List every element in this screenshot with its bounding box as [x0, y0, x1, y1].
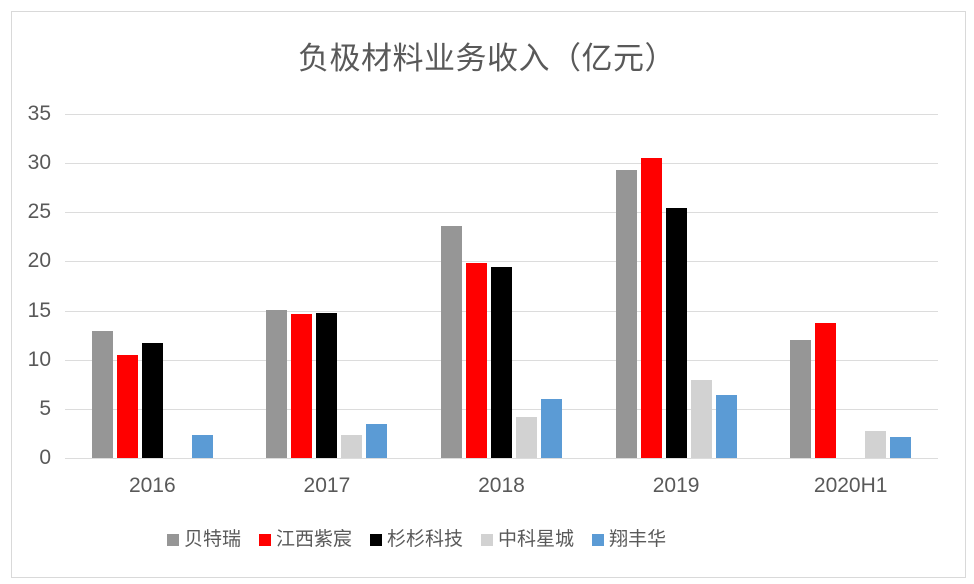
bar-beiterui-2018: [440, 226, 462, 458]
bar-jiangxi-zichen-2016: [116, 354, 138, 458]
plot-area: 0 5 10 15 20 25 30 35 2016 2017 2018 2019 2020H1: [28, 103, 938, 497]
legend-swatch-xiangfenghua: [592, 534, 605, 546]
y-axis-tick-label-5: 5: [39, 396, 51, 420]
bar-shanshan-keji-2017: [316, 312, 338, 458]
bar-xiangfenghua-2017: [366, 423, 388, 458]
y-axis-tick-label-15: 15: [27, 298, 51, 322]
bar-beiterui-2017: [266, 309, 288, 458]
bar-xiangfenghua-2020H1: [890, 437, 912, 458]
y-axis-tick-label-20: 20: [27, 249, 51, 273]
bar-xiangfenghua-2019: [715, 395, 737, 458]
legend-swatch-shanshan-keji: [370, 534, 383, 546]
legend-item-jiangxi-zichen: 江西紫宸: [259, 529, 352, 551]
bar-group-2018: 2018: [414, 114, 589, 497]
bar-groups: 2016 2017 2018 2019 2020H1: [65, 114, 938, 497]
bar-zhongke-xingcheng-2018: [515, 416, 537, 458]
legend-swatch-zhongke-xingcheng: [481, 534, 494, 546]
bar-jiangxi-zichen-2017: [291, 313, 313, 458]
bar-beiterui-2019: [615, 170, 637, 458]
gridline-y-25: [65, 212, 938, 214]
bar-beiterui-2020H1: [790, 340, 812, 458]
bar-beiterui-2016: [91, 331, 113, 458]
bar-zhongke-xingcheng-2017: [341, 435, 363, 458]
bar-shanshan-keji-2016: [141, 343, 163, 458]
x-axis-label-2017: 2017: [303, 474, 351, 497]
y-axis-tick-label-0: 0: [39, 446, 51, 469]
bar-zhongke-xingcheng-2020H1: [865, 431, 887, 458]
legend-item-shanshan-keji: 杉杉科技: [370, 529, 463, 551]
bar-xiangfenghua-2016: [191, 435, 213, 458]
y-axis-tick-label-30: 30: [27, 151, 51, 175]
x-axis-label-2016: 2016: [128, 474, 176, 497]
legend-label-beiterui: 贝特瑞: [184, 529, 242, 550]
legend-label-jiangxi-zichen: 江西紫宸: [276, 529, 353, 550]
y-axis-tick-label-25: 25: [27, 200, 51, 224]
bar-group-2020H1: 2020H1: [763, 114, 938, 497]
bar-jiangxi-zichen-2020H1: [815, 323, 837, 458]
x-axis-label-2019: 2019: [652, 474, 700, 497]
x-axis-label-2020H1: 2020H1: [813, 474, 888, 497]
legend-label-shanshan-keji: 杉杉科技: [387, 529, 464, 550]
legend-swatch-beiterui: [167, 534, 179, 546]
y-axis-tick-label-35: 35: [27, 102, 51, 125]
gridline-y-20: [65, 261, 938, 263]
gridline-y-0: [65, 458, 938, 459]
bar-xiangfenghua-2018: [540, 399, 562, 458]
legend-item-beiterui: 贝特瑞: [167, 529, 241, 551]
legend-label-zhongke-xingcheng: 中科星城: [498, 529, 575, 550]
gridline-y-35: [65, 114, 938, 115]
bar-group-2016: 2016: [65, 114, 240, 497]
bar-shanshan-keji-2018: [490, 267, 512, 458]
legend-label-xiangfenghua: 翔丰华: [609, 529, 667, 550]
legend-item-xiangfenghua: 翔丰华: [592, 529, 666, 551]
bar-jiangxi-zichen-2019: [640, 158, 662, 458]
bar-shanshan-keji-2019: [665, 208, 687, 458]
bar-zhongke-xingcheng-2019: [690, 380, 712, 458]
bar-jiangxi-zichen-2018: [465, 263, 487, 458]
chart-frame: [11, 11, 966, 578]
legend-swatch-jiangxi-zichen: [259, 534, 272, 546]
bar-group-2017: 2017: [240, 114, 415, 497]
x-axis-label-2018: 2018: [478, 474, 525, 497]
chart-title: 负极材料业务收入（亿元）: [298, 41, 676, 76]
legend: 贝特瑞 江西紫宸 杉杉科技 中科星城 翔丰华: [167, 529, 666, 551]
y-axis-tick-label-10: 10: [27, 347, 51, 371]
gridline-y-30: [65, 163, 938, 165]
legend-item-zhongke-xingcheng: 中科星城: [481, 529, 574, 551]
bar-group-2019: 2019: [589, 114, 764, 497]
